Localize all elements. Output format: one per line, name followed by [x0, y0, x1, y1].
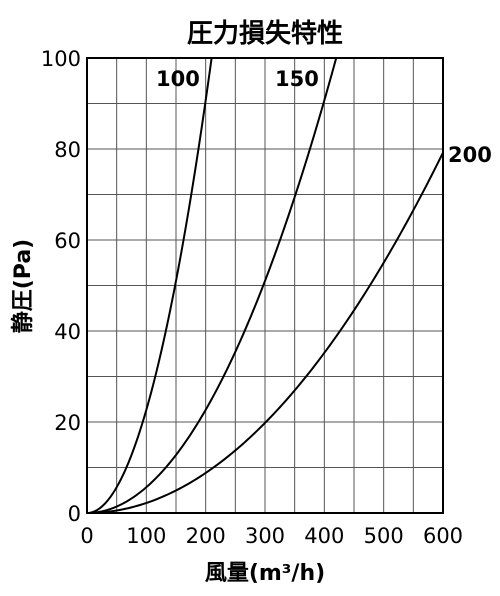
x-tick-label: 0 [80, 524, 93, 548]
x-tick-label: 500 [364, 524, 404, 548]
plot-frame [86, 57, 444, 514]
series-line-150 [86, 57, 338, 514]
x-tick-label: 200 [186, 524, 226, 548]
series-line-200 [86, 152, 444, 514]
x-tick-label: 400 [304, 524, 344, 548]
grid [86, 57, 444, 514]
x-tick-label: 100 [126, 524, 166, 548]
series-line-100 [86, 57, 213, 514]
series-label-200: 200 [448, 143, 492, 167]
y-tick-label: 60 [54, 229, 81, 253]
x-axis-label: 風量(m³/h) [205, 561, 325, 586]
y-tick-label: 0 [68, 502, 81, 526]
series-label-100: 100 [156, 67, 200, 91]
curves [86, 57, 444, 514]
y-tick-label: 80 [54, 138, 81, 162]
chart-title: 圧力損失特性 [187, 18, 343, 49]
series-label-150: 150 [275, 67, 319, 91]
x-tick-label: 600 [423, 524, 463, 548]
y-tick-label: 40 [54, 320, 81, 344]
y-axis-label: 静圧(Pa) [10, 239, 36, 334]
y-tick-label: 100 [41, 47, 81, 71]
x-tick-label: 300 [245, 524, 285, 548]
tick-labels: 0 100 200 300 400 500 600 0 20 40 60 80 100 [41, 47, 463, 548]
curve-labels: 100 150 200 [156, 67, 492, 167]
y-tick-label: 20 [54, 411, 81, 435]
